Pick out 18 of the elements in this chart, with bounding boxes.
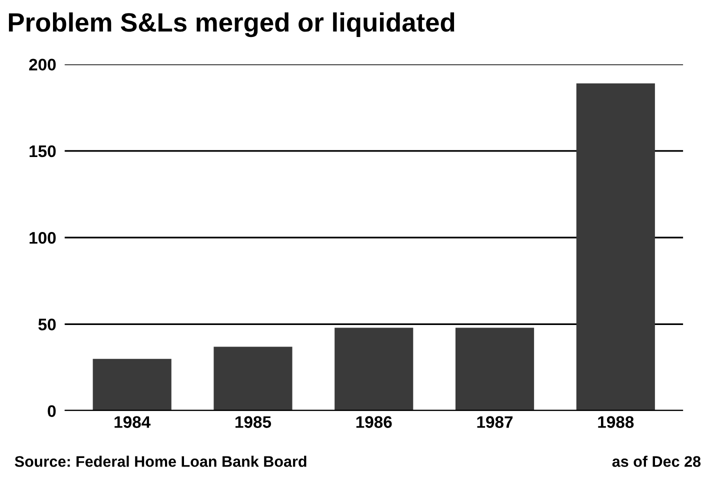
y-tick-label: 150 <box>30 145 56 158</box>
y-tick-label: 100 <box>30 232 56 244</box>
chart-title: Problem S&Ls merged or liquidated <box>8 12 454 38</box>
x-tick-label: 1988 <box>598 416 634 428</box>
bar <box>455 328 534 411</box>
y-tick-label: 200 <box>29 58 56 71</box>
x-tick-label: 1986 <box>356 416 392 428</box>
bar <box>576 83 655 411</box>
source-note: Source: Federal Home Loan Bank Board <box>14 456 306 467</box>
x-tick-label: 1987 <box>477 416 513 428</box>
text: as of Dec 28 <box>612 456 701 467</box>
x-tick-label: 1985 <box>236 416 272 428</box>
bar <box>334 328 414 411</box>
bar <box>92 358 172 411</box>
x-tick-label: 1984 <box>114 416 151 428</box>
bar <box>214 346 292 411</box>
y-tick-label: 50 <box>38 318 56 330</box>
y-tick-label: 0 <box>48 405 56 418</box>
